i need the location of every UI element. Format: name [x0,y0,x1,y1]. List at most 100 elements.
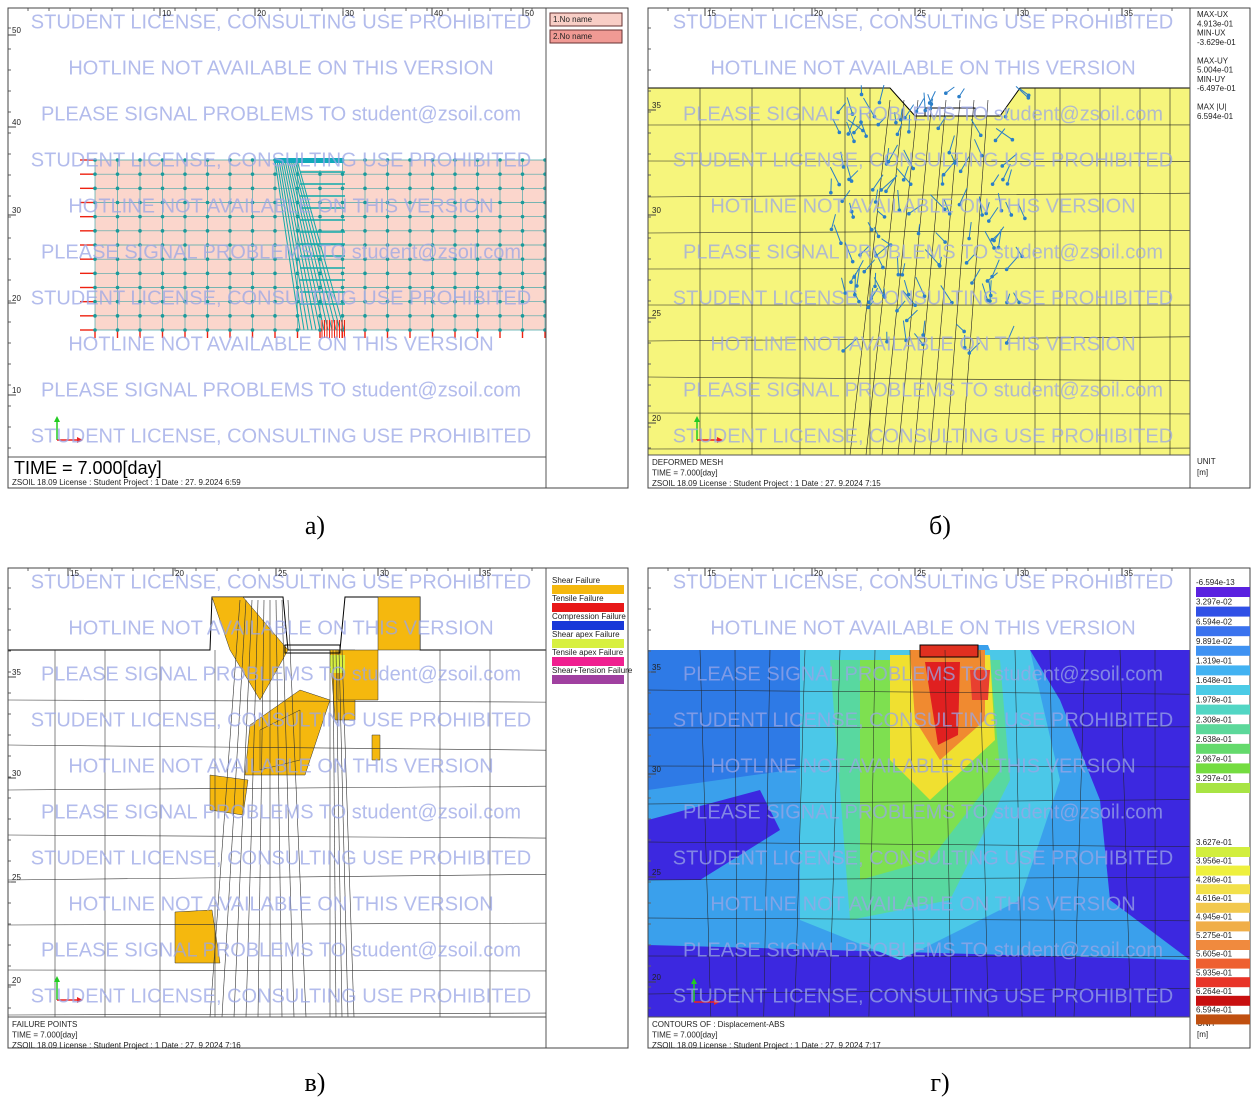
watermark: HOTLINE NOT AVAILABLE ON THIS VERSION [68,57,493,79]
watermark: PLEASE SIGNAL PROBLEMS TO student@zsoil.… [41,241,521,263]
watermark: STUDENT LICENSE, CONSULTING USE PROHIBIT… [31,149,531,171]
y-tick-label: 25 [12,873,21,882]
node [228,229,232,233]
legend-label: 2.No name [553,32,593,41]
arrow-head [979,134,983,138]
arrow-head [1027,96,1031,100]
node [431,314,435,318]
node [453,229,457,233]
y-tick-label: 20 [12,976,21,985]
watermark: STUDENT LICENSE, CONSULTING USE PROHIBIT… [31,11,531,33]
y-tick-label: 35 [652,663,661,672]
legend-swatch [1196,847,1250,857]
node [116,314,120,318]
result-info: -6.497e-01 [1197,84,1236,93]
y-tick-label: 40 [12,118,21,127]
legend-label: 1.No name [553,15,593,24]
node [273,172,277,176]
node [138,328,142,332]
watermark: STUDENT LICENSE, CONSULTING USE PROHIBIT… [31,425,531,447]
arrow-head [830,228,834,232]
legend-label: Compression Failure [552,612,626,621]
node [93,328,97,332]
legend-swatch [1196,903,1250,913]
node [273,229,277,233]
legend-swatch [552,639,624,648]
legend-label: 4.286e-01 [1196,875,1233,884]
node [431,229,435,233]
node [341,272,345,276]
arrow-head [852,140,856,144]
arrow-head [837,183,841,187]
arrow-head [849,280,853,284]
node [521,187,525,191]
arrow-head [987,219,991,223]
watermark: STUDENT LICENSE, CONSULTING USE PROHIBIT… [31,287,531,309]
node [408,314,412,318]
node [521,257,525,261]
watermark: HOTLINE NOT AVAILABLE ON THIS VERSION [710,893,1135,915]
arrow-head [896,132,900,136]
y-tick-label: 35 [12,668,21,677]
watermark: HOTLINE NOT AVAILABLE ON THIS VERSION [68,333,493,355]
node [453,328,457,332]
node [138,229,142,233]
legend-swatch [1196,665,1250,675]
node [183,272,187,276]
x-tick-label: 35 [1124,9,1133,18]
legend-label: Shear Failure [552,576,601,585]
node [228,314,232,318]
node [498,215,502,219]
arrow-head [909,182,913,186]
legend-swatch [1196,607,1250,617]
node [363,328,367,332]
node [363,229,367,233]
legend-label: 3.627e-01 [1196,838,1233,847]
legend-label: 3.297e-01 [1196,774,1233,783]
result-info: MAX-UX [1197,10,1229,19]
arrow-head [957,95,961,99]
node [408,328,412,332]
legend-label: 2.638e-01 [1196,735,1233,744]
node [251,314,255,318]
arrow-head [1006,182,1010,186]
arrow-head [877,235,881,239]
figure: STUDENT LICENSE, CONSULTING USE PROHIBIT… [0,0,1251,1111]
watermark: PLEASE SIGNAL PROBLEMS TO student@zsoil.… [41,939,521,961]
legend-label: 1.648e-01 [1196,676,1233,685]
node [93,172,97,176]
node [498,328,502,332]
footer-text: CONTOURS OF : Displacement-ABS [652,1020,785,1029]
node [476,229,480,233]
y-tick-label: 25 [652,309,661,318]
watermark: HOTLINE NOT AVAILABLE ON THIS VERSION [710,57,1135,79]
node [161,172,165,176]
arrow-head [944,91,948,95]
panel-caption: в) [305,1068,326,1097]
node [431,272,435,276]
node [183,229,187,233]
screenshot-panel: STUDENT LICENSE, CONSULTING USE PROHIBIT… [8,8,628,488]
legend-label: 1.978e-01 [1196,696,1233,705]
node [521,243,525,247]
x-tick-label: 50 [525,9,534,18]
arrow-head [879,188,883,192]
legend-swatch [1196,783,1250,793]
legend-swatch [1196,884,1250,894]
node [453,187,457,191]
arrow-head [881,266,885,270]
x-tick-label: 25 [917,9,926,18]
result-info: MIN-UY [1197,75,1226,84]
y-tick-label: 10 [12,386,21,395]
node [116,328,120,332]
watermark: HOTLINE NOT AVAILABLE ON THIS VERSION [68,755,493,777]
footer-text: ZSOIL 18.09 License : Student Project : … [652,1041,881,1050]
watermark: PLEASE SIGNAL PROBLEMS TO student@zsoil.… [41,379,521,401]
legend-swatch [1196,940,1250,950]
y-tick-label: 50 [12,26,21,35]
legend-swatch [1196,724,1250,734]
result-info: -3.629e-01 [1197,38,1236,47]
node [431,328,435,332]
arrow-head [838,131,842,135]
arrow-head [994,139,998,143]
